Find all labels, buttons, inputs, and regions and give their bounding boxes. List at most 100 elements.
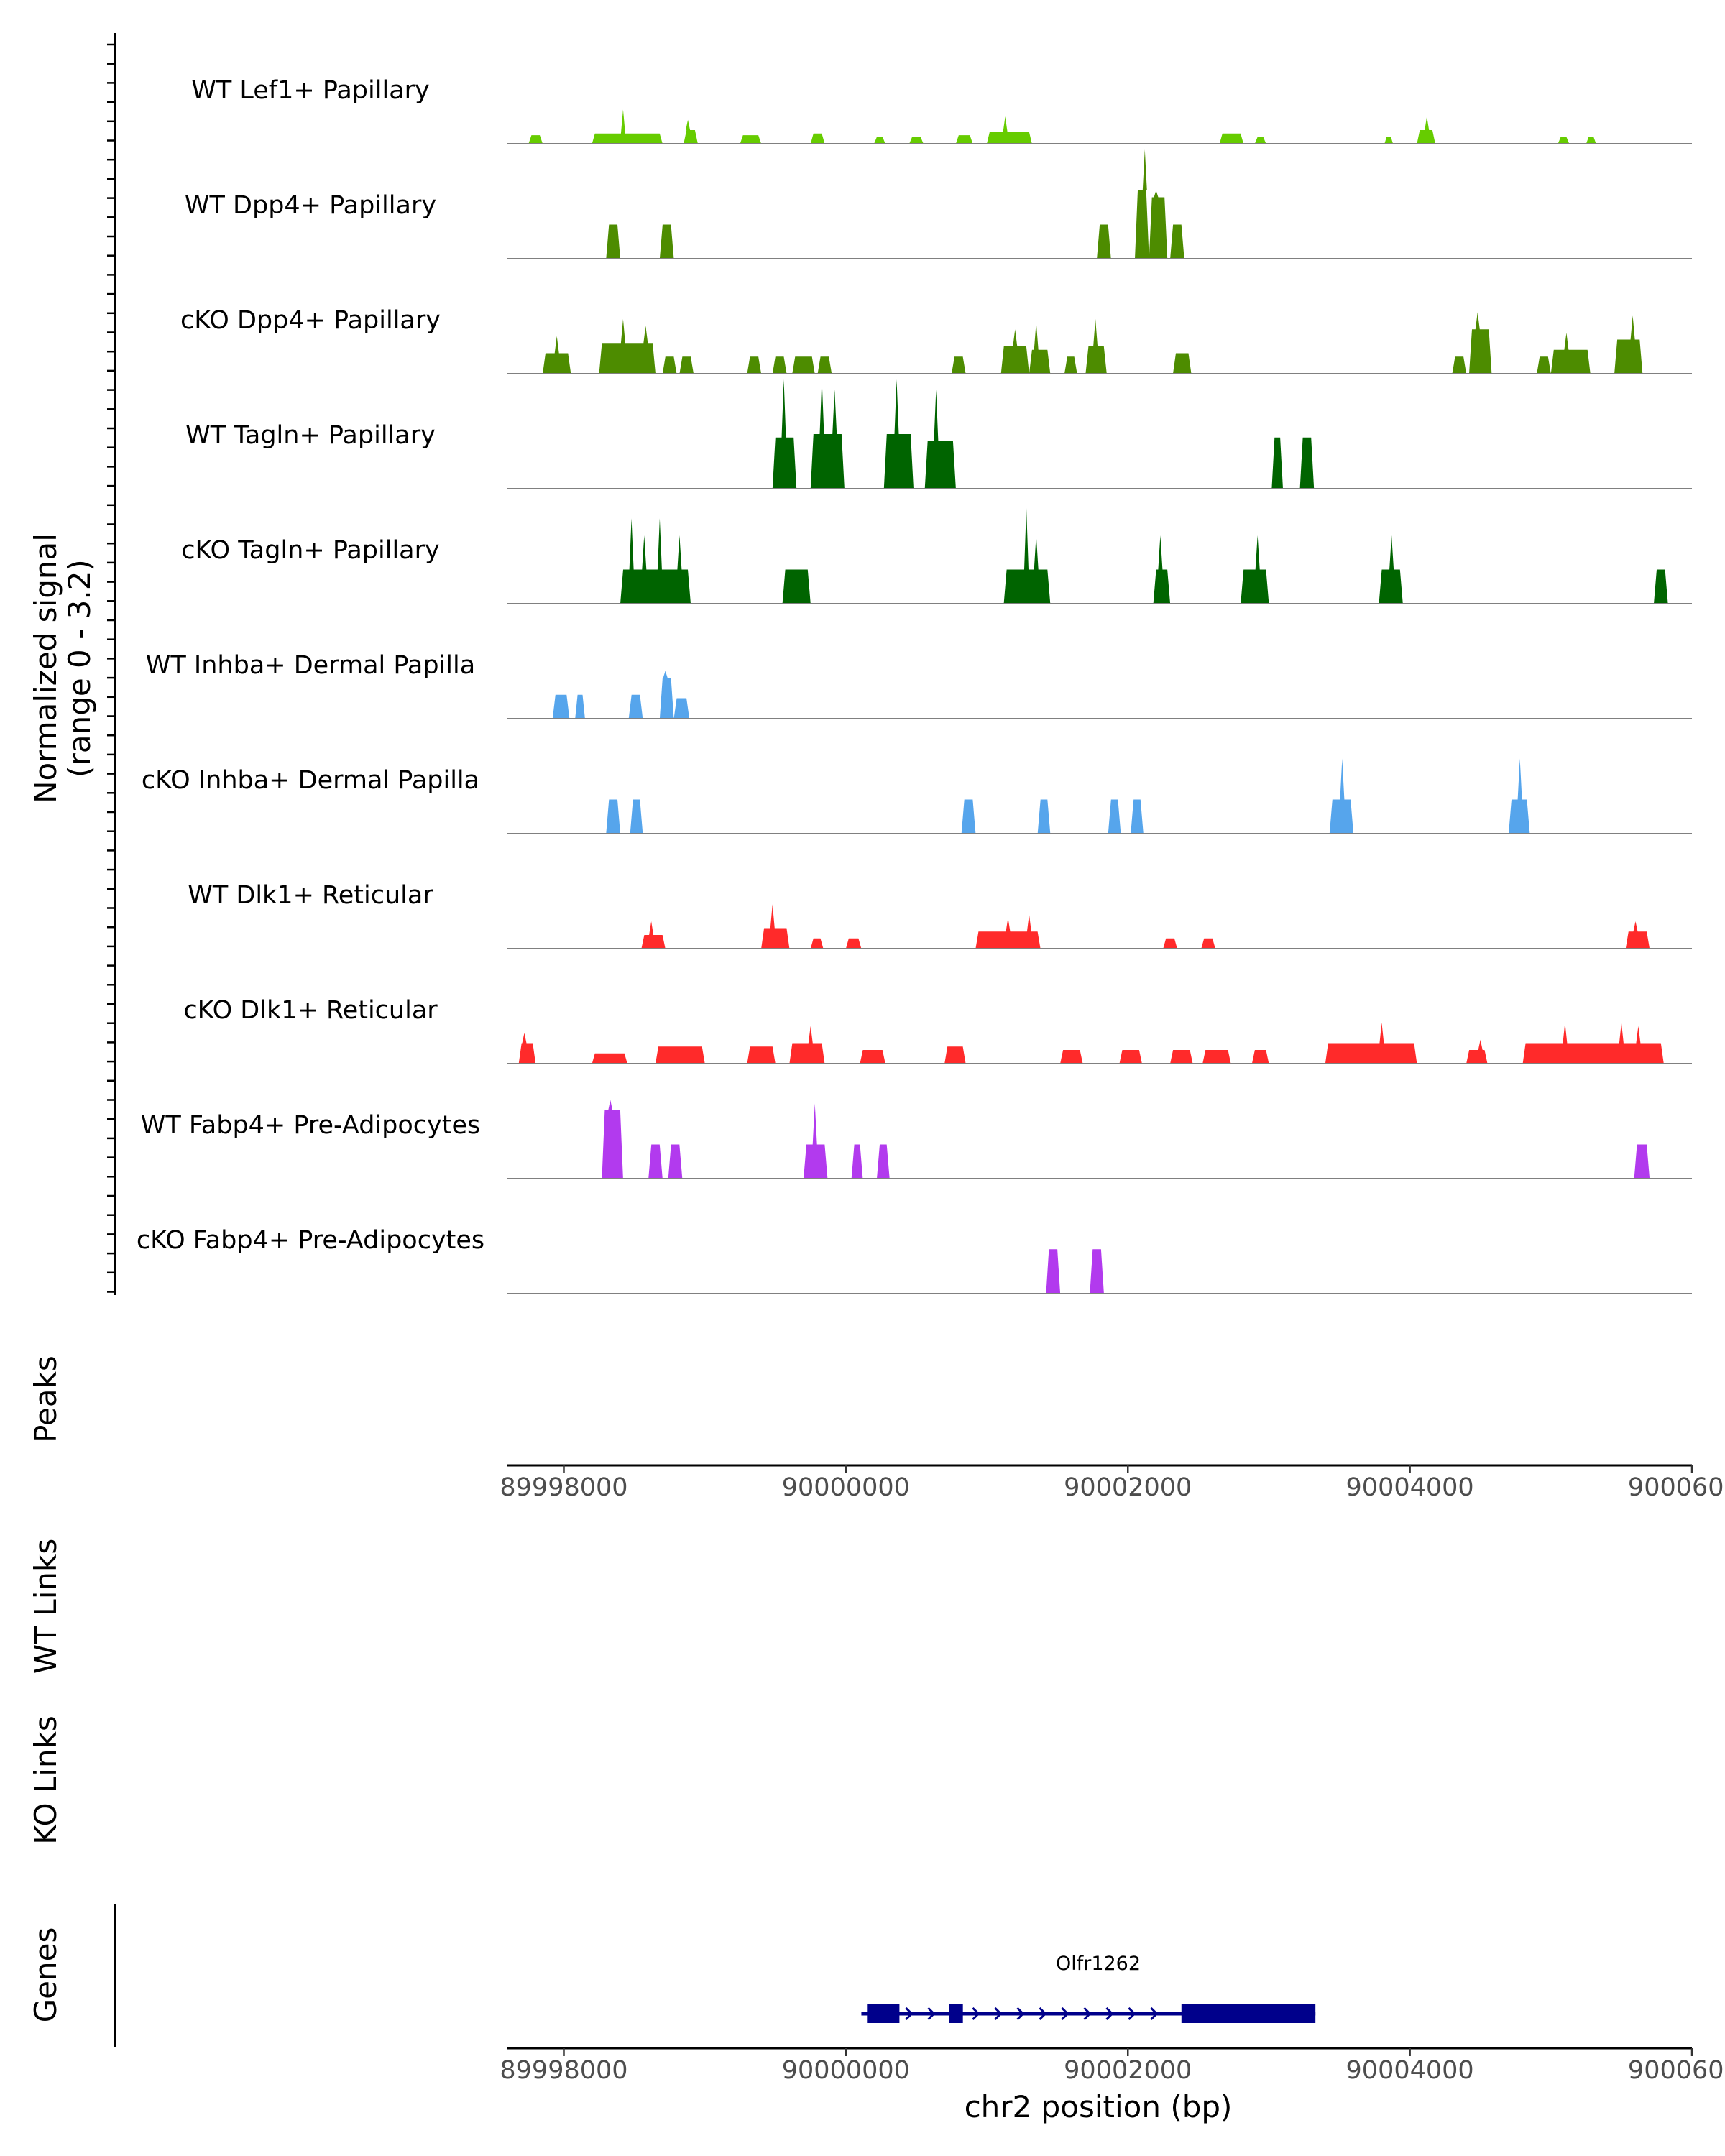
gene-exon: [949, 2004, 963, 2023]
track-label: cKO Inhba+ Dermal Papilla: [142, 766, 479, 795]
coverage-area: [1537, 356, 1551, 374]
coverage-area: [817, 356, 832, 374]
strand-arrow: [1061, 2007, 1070, 2021]
coverage-area: [789, 1026, 825, 1064]
coverage-area: [1170, 224, 1184, 259]
coverage-area: [1149, 190, 1168, 259]
coverage-area: [1029, 322, 1051, 374]
coverage-area: [659, 671, 674, 719]
coverage-area: [552, 694, 570, 719]
strand-arrow: [905, 2007, 914, 2021]
coverage-area: [1219, 133, 1244, 144]
coverage-area: [772, 356, 787, 374]
coverage-area: [883, 379, 914, 489]
coverage-area: [1085, 319, 1107, 374]
x-tick-label: 90002000: [1064, 1473, 1192, 1502]
coverage-area: [952, 356, 966, 374]
coverage-area: [987, 116, 1032, 144]
coverage-area: [630, 799, 643, 834]
coverage-area: [1131, 799, 1144, 834]
coverage-area: [1173, 353, 1192, 374]
strand-arrow: [1016, 2007, 1025, 2021]
coverage-area: [1003, 508, 1051, 604]
strand-arrow: [1039, 2007, 1047, 2021]
coverage-axis-label-line1: Normalized signal: [28, 533, 63, 803]
coverage-area: [1466, 1039, 1488, 1064]
strand-arrow: [1128, 2007, 1136, 2021]
coverage-area: [599, 319, 656, 374]
coverage-area: [1522, 1023, 1664, 1064]
coverage-area: [1046, 1249, 1061, 1294]
coverage-area: [874, 137, 886, 144]
x-tick-label: 90004000: [1346, 1473, 1474, 1502]
coverage-area: [772, 379, 797, 489]
gene-exon: [1181, 2004, 1316, 2023]
track-8: cKO Dlk1+ Reticular: [183, 996, 1692, 1064]
track-6: cKO Inhba+ Dermal Papilla: [142, 758, 1692, 834]
coverage-area: [1614, 315, 1643, 374]
coverage-area: [877, 1144, 890, 1179]
coverage-area: [1417, 116, 1435, 144]
track-label: cKO Dpp4+ Papillary: [180, 306, 441, 335]
track-3: WT Tagln+ Papillary: [185, 379, 1692, 489]
x-tick-label: 90006000: [1628, 1473, 1725, 1502]
coverage-area: [1153, 535, 1171, 604]
x-tick-label: 90000000: [782, 1473, 910, 1502]
coverage-area: [1558, 137, 1570, 144]
coverage-area: [761, 904, 790, 949]
upper-x-ticks: 89998000 90000000 90002000 90004000 90006000: [500, 1465, 1725, 1502]
coverage-area: [1090, 1249, 1104, 1294]
coverage-area: [628, 694, 643, 719]
gene-name-label: Olfr1262: [1056, 1953, 1141, 1975]
x-tick-label: 89998000: [500, 1473, 627, 1502]
coverage-area: [1170, 1050, 1193, 1064]
track-label: cKO Dlk1+ Reticular: [183, 996, 438, 1025]
track-0: WT Lef1+ Papillary: [191, 76, 1692, 144]
coverage-area: [679, 356, 694, 374]
coverage-area: [1550, 333, 1591, 374]
coverage-area: [955, 135, 973, 144]
coverage-area: [1251, 1050, 1269, 1064]
x-axis-title: chr2 position (bp): [965, 2089, 1233, 2124]
x-tick-label: 90004000: [1346, 2056, 1474, 2085]
strand-arrow: [927, 2007, 936, 2021]
coverage-area: [924, 390, 956, 489]
coverage-area: [592, 1053, 627, 1064]
coverage-area: [662, 356, 677, 374]
track-label: cKO Tagln+ Papillary: [181, 536, 440, 565]
ko-links-track-label: KO Links: [28, 1715, 63, 1845]
track-label: cKO Fabp4+ Pre-Adipocytes: [137, 1226, 484, 1255]
strand-arrow: [994, 2007, 1003, 2021]
coverage-area: [1060, 1050, 1083, 1064]
coverage-area: [810, 938, 824, 949]
coverage-area: [860, 1050, 886, 1064]
lower-x-ticks: 89998000 90000000 90002000 90004000 90006000: [500, 2048, 1725, 2085]
coverage-area: [575, 694, 585, 719]
track-label: WT Inhba+ Dermal Papilla: [146, 651, 475, 680]
coverage-area: [659, 224, 674, 259]
coverage-area: [851, 1144, 863, 1179]
coverage-area: [648, 1144, 663, 1179]
coverage-area: [1625, 921, 1650, 949]
coverage-area: [782, 569, 811, 604]
coverage-area: [845, 938, 862, 949]
track-9: WT Fabp4+ Pre-Adipocytes: [141, 1100, 1692, 1179]
coverage-area: [1119, 1050, 1142, 1064]
coverage-area: [1163, 938, 1177, 949]
coverage-area: [1271, 437, 1283, 489]
track-1: WT Dpp4+ Papillary: [185, 149, 1692, 259]
coverage-area: [1329, 758, 1354, 834]
coverage-tracks: WT Lef1+ Papillary WT Dpp4+ Papillary cKO …: [137, 76, 1692, 1294]
coverage-area: [1108, 799, 1121, 834]
track-4: cKO Tagln+ Papillary: [181, 508, 1692, 604]
coverage-area: [747, 356, 762, 374]
coverage-area: [1000, 329, 1029, 374]
coverage-area: [602, 1100, 623, 1179]
coverage-area: [810, 133, 825, 144]
gene-model: [861, 2004, 1316, 2023]
coverage-area: [961, 799, 976, 834]
coverage-area: [1241, 535, 1269, 604]
track-2: cKO Dpp4+ Papillary: [180, 306, 1692, 374]
coverage-area: [1064, 356, 1077, 374]
coverage-area: [1634, 1144, 1650, 1179]
